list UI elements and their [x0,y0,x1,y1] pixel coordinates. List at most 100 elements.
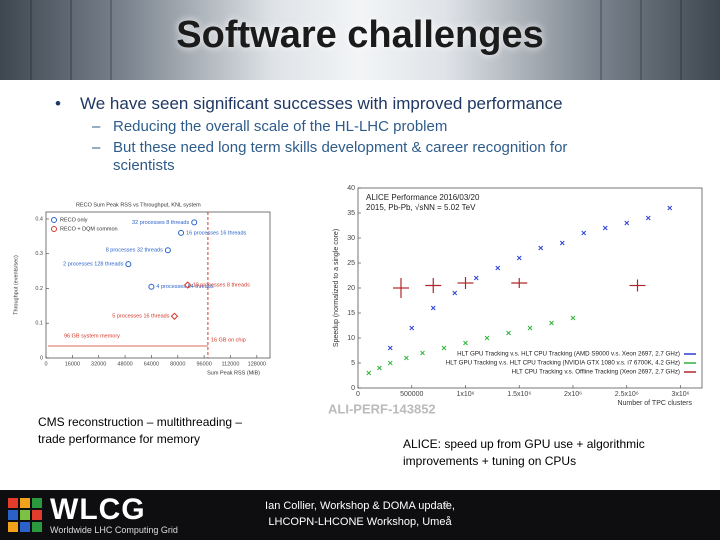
legend-label: HLT CPU Tracking v.s. Offline Tracking (… [512,369,680,376]
point-label: 4 processes 64 threads [156,284,213,290]
y-axis-label: Speedup (normalized to a single core) [333,229,340,347]
slide-title: Software challenges [176,14,544,56]
legend-swatch [51,217,57,223]
data-point [538,245,544,251]
data-point [441,345,447,351]
x-tick-label: 0 [356,391,360,398]
sub-bullet-marker: – [92,118,101,135]
legend-label: HLT GPU Tracking v.s. HLT CPU Tracking (… [457,351,680,358]
plot-subtitle: 2015, Pb-Pb, √sNN = 5.02 TeV [366,203,476,212]
x-tick-label: 80000 [170,361,185,367]
legend-label: HLT GPU Tracking v.s. HLT CPU Tracking (… [446,360,680,367]
logo-text: WLCG [50,493,146,526]
data-point [404,355,409,361]
data-point [624,220,630,226]
y-tick-label: 0.3 [35,251,43,257]
y-tick-label: 25 [347,260,355,267]
logo-subtext: Worldwide LHC Computing Grid [50,525,178,535]
data-point [420,350,425,356]
plot-title: ALICE Performance 2016/03/20 [366,193,480,202]
point-label: 16 processes 16 threads [186,230,246,236]
y-tick-label: 35 [347,210,355,217]
data-point [183,281,192,289]
x-tick-label: 64000 [144,361,159,367]
data-point [463,340,468,346]
data-point [387,345,393,351]
sub-bullet-marker: – [92,139,101,156]
data-point [387,360,393,366]
plot-title: RECO Sum Peak RSS vs Throughput, KNL sys… [76,202,201,208]
reference-label: 96 GB system memory [64,333,120,339]
legend-swatch [51,226,57,232]
footer: WLCG Worldwide LHC Computing Grid Ian Co… [0,490,720,540]
x-tick-label: 48000 [117,361,132,367]
x-axis-label: Number of TPC clusters [617,400,692,407]
y-tick-label: 5 [351,360,355,367]
data-point [430,305,436,311]
data-point [667,205,673,211]
x-tick-label: 0 [44,361,47,367]
x-tick-label: 112000 [221,361,239,367]
point-label: 8 processes 32 threads [106,248,163,254]
y-axis-label: Throughput (events/sec) [13,255,19,315]
legend-label: RECO + DQM common [60,226,118,232]
point-label: 2 processes 128 threads [63,262,123,268]
data-point [570,315,576,321]
y-tick-label: 10 [347,335,355,342]
annotation: 16 GB on chip [211,337,246,343]
data-point [549,320,554,326]
header-band [0,0,720,80]
x-tick-label: 1x10⁶ [456,391,474,398]
data-point [170,312,179,320]
x-tick-label: 2x10⁶ [564,391,582,398]
y-tick-label: 0 [351,385,355,392]
point-label: 10 processes 8 threads [193,282,250,288]
plot-frame [45,211,271,359]
y-tick-label: 20 [347,285,355,292]
x-tick-label: 96000 [196,361,211,367]
x-tick-label: 2.5x10⁶ [615,391,639,398]
point-label: 32 processes 8 threads [132,220,189,226]
data-point [148,283,155,290]
y-tick-label: 30 [347,235,355,242]
data-point [602,225,608,231]
data-point [516,255,522,261]
y-tick-label: 0.1 [35,321,43,327]
caption: CMS reconstruction – multithreading – tr… [38,415,243,446]
data-point [366,370,372,376]
x-tick-label: 3x10⁶ [671,391,689,398]
x-tick-label: 128000 [248,361,266,367]
y-tick-label: 0.4 [35,216,43,222]
data-point [559,240,565,246]
x-tick-label: 1.5x10⁶ [507,391,531,398]
y-tick-label: 0.2 [35,286,43,292]
credit-line: Ian Collier, Workshop & DOMA update, [265,500,455,512]
data-point [377,365,382,371]
page-number: 8 [444,500,449,509]
x-tick-label: 32000 [91,361,106,367]
y-tick-label: 0 [40,355,43,361]
data-point [473,275,479,281]
data-point [452,290,458,296]
data-point [164,247,171,254]
alice-figure: 0 500000 1x10⁶ 1.5x10⁶ 2x10⁶ 2.5x10⁶ 3x10⁶ 0 5 10… [328,185,703,414]
credit-line: LHCOPN-LHCONE Workshop, Umeå [268,516,452,528]
data-point [527,325,533,331]
data-point [506,330,511,336]
y-tick-label: 40 [347,185,355,192]
data-point [191,219,198,226]
sub-bullet: But these need long term skills developm… [113,139,568,174]
x-tick-label: 500000 [400,391,423,398]
sub-bullet: Reducing the overall scale of the HL-LHC… [113,118,448,135]
y-tick-label: 15 [347,310,355,317]
plot-frame [357,187,703,389]
cms-figure: 0 16000 32000 48000 64000 80000 96000 112000 128… [13,202,271,376]
legend-label: RECO only [60,217,88,223]
caption: ALICE: speed up from GPU use + algorithm… [403,437,645,468]
watermark: ALI-PERF-143852 [328,401,436,414]
bullet-marker: • [55,94,61,113]
data-point [495,265,501,271]
point-label: 5 processes 16 threads [112,314,169,320]
logo-icon [8,498,42,532]
